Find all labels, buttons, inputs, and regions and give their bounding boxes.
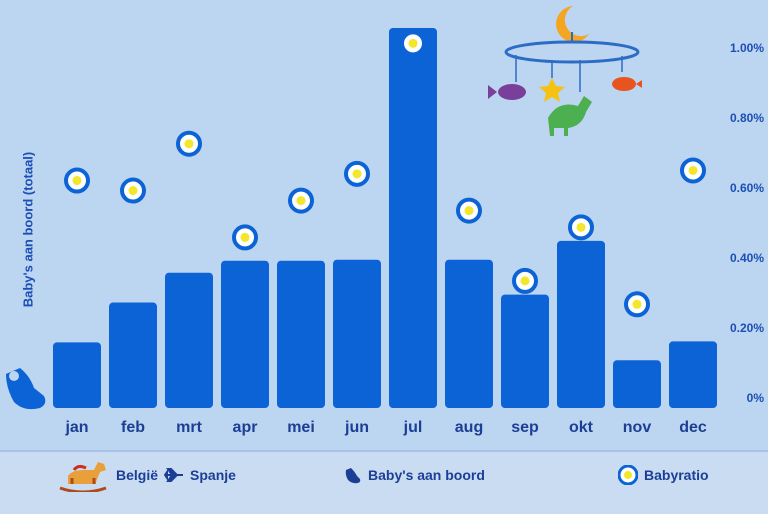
bar-dec (669, 341, 717, 408)
x-tick-jul: jul (403, 419, 423, 436)
ratio-marker-mei (288, 187, 314, 214)
ratio-marker-jul (400, 30, 426, 57)
baby-seat-icon (6, 368, 46, 410)
airplane-icon (164, 468, 184, 482)
y2-tick: 0.80% (730, 111, 764, 125)
ratio-dot-icon (618, 465, 638, 485)
legend-route-to: Spanje (190, 467, 236, 483)
baby-seat-icon (345, 468, 361, 484)
y2-tick: 0% (747, 391, 765, 405)
ratio-marker-okt (568, 214, 594, 241)
x-tick-jun: jun (344, 419, 369, 436)
bar-feb (109, 302, 157, 408)
x-tick-okt: okt (569, 419, 594, 436)
x-tick-feb: feb (121, 419, 145, 436)
legend-route: België Spanje (56, 462, 236, 492)
x-tick-mrt: mrt (176, 419, 202, 436)
x-tick-mei: mei (287, 419, 315, 436)
bar-nov (613, 360, 661, 408)
x-tick-aug: aug (455, 419, 483, 436)
chart-svg: jan feb mrt apr mei jun jul aug sep okt nov dec 0% 0… (6, 6, 765, 436)
ratio-marker-mrt (176, 130, 202, 157)
y2-tick: 0.20% (730, 321, 764, 335)
baby-mobile-icon (488, 6, 642, 136)
y-axis-label: Baby's aan boord (totaal) (20, 151, 36, 308)
bar-mei (277, 260, 325, 408)
x-tick-nov: nov (623, 419, 652, 436)
legend-ratio: Babyratio (618, 462, 709, 488)
y2-tick: 0.40% (730, 251, 764, 265)
ratio-marker-sep (512, 267, 538, 294)
ratio-marker-nov (624, 291, 650, 318)
legend-babies-label: Baby's aan boord (368, 467, 485, 483)
bar-sep (501, 294, 549, 408)
x-tick-dec: dec (679, 419, 707, 436)
y2-tick: 1.00% (730, 41, 764, 55)
bar-jul (389, 27, 437, 408)
y2-tick: 0.60% (730, 181, 764, 195)
x-tick-jan: jan (64, 419, 88, 436)
ratio-marker-aug (456, 197, 482, 224)
ratio-marker-feb (120, 177, 146, 204)
ratio-marker-jan (64, 167, 90, 194)
legend-babies: Baby's aan boord (344, 462, 485, 488)
ratio-marker-dec (680, 157, 706, 184)
bar-aug (445, 259, 493, 408)
bar-okt (557, 240, 605, 408)
legend-ratio-label: Babyratio (644, 467, 709, 483)
ratio-marker-jun (344, 160, 370, 187)
bar-mrt (165, 272, 213, 408)
bar-jan (53, 342, 101, 408)
legend-route-from: België (116, 467, 159, 483)
bar-apr (221, 260, 269, 408)
bar-jun (333, 259, 381, 408)
legend: België Spanje Baby's aan boord Babyratio (0, 450, 768, 514)
ratio-marker-apr (232, 224, 258, 251)
x-tick-sep: sep (511, 419, 539, 436)
x-tick-apr: apr (233, 419, 258, 436)
rocking-horse-icon (59, 462, 107, 492)
